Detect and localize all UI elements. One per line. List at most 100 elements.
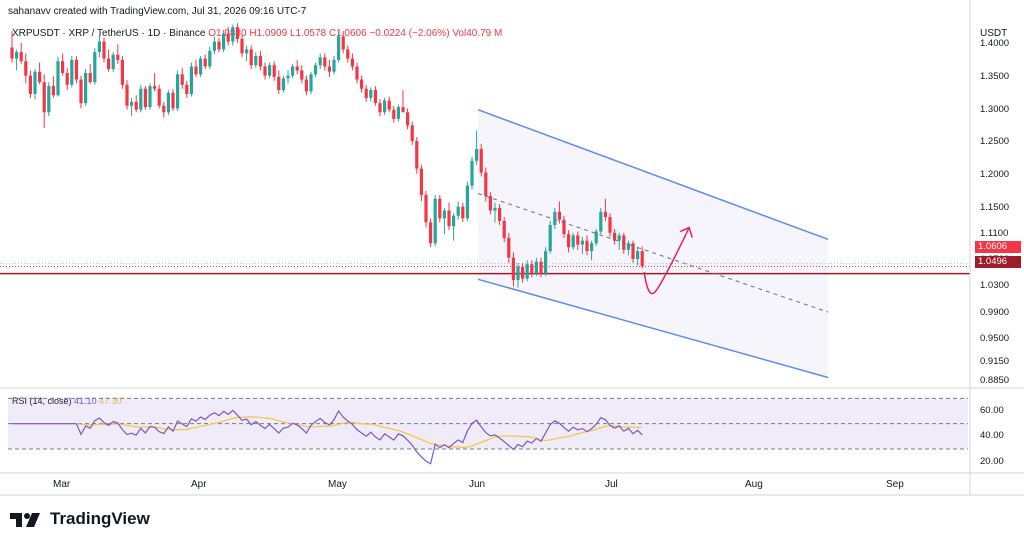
candle — [28, 70, 32, 98]
candle — [157, 84, 161, 109]
candle — [539, 257, 543, 278]
candle — [120, 55, 124, 89]
candle-body — [231, 27, 235, 42]
candle-body — [456, 206, 460, 216]
candle — [300, 65, 304, 84]
candle-body — [452, 215, 456, 227]
candle — [580, 236, 584, 254]
candle-body — [580, 240, 584, 245]
candle-body — [507, 238, 511, 258]
candle-body — [603, 211, 607, 218]
candle-body — [488, 196, 492, 211]
candle-body — [61, 61, 65, 74]
candle — [479, 143, 483, 177]
candle — [272, 61, 276, 81]
candle — [502, 217, 506, 242]
candle-body — [346, 49, 350, 59]
candle — [314, 62, 318, 77]
candle-body — [447, 210, 451, 227]
candle — [254, 52, 258, 68]
candle — [171, 88, 175, 111]
candle-body — [521, 266, 525, 279]
candle — [258, 50, 262, 71]
candle-body — [599, 211, 603, 232]
candle-body — [162, 105, 166, 113]
candle-body — [212, 41, 216, 51]
candle — [263, 62, 267, 80]
candle-body — [562, 219, 566, 235]
candle — [143, 86, 147, 110]
candle — [38, 62, 42, 85]
candle — [56, 56, 60, 97]
candle — [350, 53, 354, 71]
candle — [212, 36, 216, 55]
candle-body — [364, 88, 368, 98]
channel-lower-line — [477, 278, 829, 379]
candle — [419, 164, 423, 202]
rsi-indicator-name[interactable]: RSI (14, close) — [12, 396, 72, 406]
candle — [166, 90, 170, 115]
candle — [281, 75, 285, 93]
candle — [461, 202, 465, 223]
candle-body — [360, 79, 364, 89]
candle-body — [42, 82, 46, 113]
candle-body — [461, 206, 465, 219]
candle-body — [19, 52, 23, 62]
candle — [84, 69, 88, 106]
candle-body — [475, 148, 479, 161]
candle-body — [392, 109, 396, 119]
candle-body — [143, 88, 147, 108]
symbol-name[interactable]: XRPUSDT · XRP / TetherUS · 1D · Binance — [12, 28, 206, 39]
candle-body — [166, 92, 170, 113]
candle-body — [65, 73, 69, 85]
time-axis-month: Jun — [469, 479, 486, 490]
candle-body — [567, 234, 571, 248]
price-tick-label: 1.1500 — [980, 201, 1010, 213]
candle — [61, 53, 65, 76]
candle — [493, 202, 497, 223]
candle-body — [553, 211, 557, 225]
time-axis-month: Apr — [191, 479, 207, 490]
candle — [102, 37, 106, 63]
tradingview-logo: TradingView — [10, 508, 150, 530]
candle-body — [130, 101, 134, 106]
candle — [19, 42, 23, 64]
candle-body — [424, 194, 428, 223]
candle-body — [245, 49, 249, 54]
candle-body — [157, 88, 161, 106]
candle-body — [442, 210, 446, 219]
horizontal-level-tag: 1.0496 — [975, 256, 1021, 268]
candle-body — [74, 59, 78, 80]
candle-body — [70, 59, 74, 85]
candle — [544, 247, 548, 277]
candle-body — [148, 86, 152, 108]
rsi-tick-label: 40.00 — [980, 430, 1004, 442]
candle-body — [10, 47, 14, 59]
candle — [153, 73, 157, 92]
rsi-ma-value: 47.30 — [99, 396, 122, 406]
candle — [42, 74, 46, 129]
candle — [465, 181, 469, 222]
chart-credit: sahanavv created with TradingView.com, J… — [8, 6, 307, 17]
candle — [452, 213, 456, 241]
last-price-tag: 1.0606 — [975, 241, 1021, 253]
candle — [360, 75, 364, 93]
candle — [116, 44, 120, 64]
candle-body — [401, 107, 405, 113]
candle-body — [102, 41, 106, 59]
candle-body — [590, 243, 594, 252]
candle-body — [378, 103, 382, 113]
candle — [603, 198, 607, 222]
candle-body — [116, 54, 120, 60]
candle-body — [484, 172, 488, 197]
candle-body — [134, 101, 138, 110]
candle — [608, 213, 612, 237]
candle — [33, 69, 37, 100]
candle-body — [111, 54, 115, 70]
candle-body — [341, 36, 345, 50]
candle — [93, 48, 97, 85]
candle — [79, 75, 83, 109]
candle-body — [548, 224, 552, 252]
candle — [88, 63, 92, 85]
